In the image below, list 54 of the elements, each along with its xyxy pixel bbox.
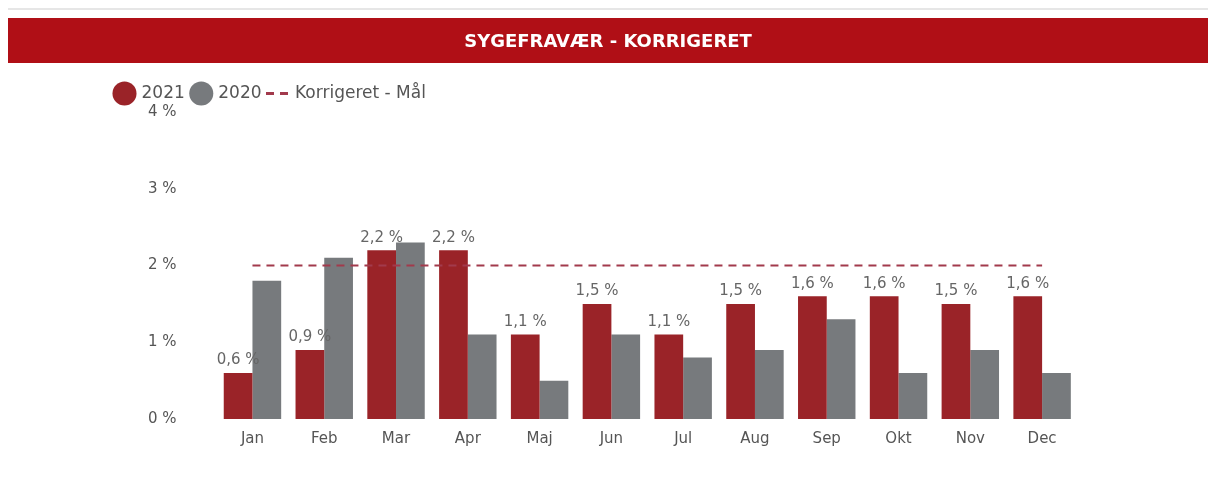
chart-title: SYGEFRAVÆR - KORRIGERET <box>8 18 1208 63</box>
bar <box>754 349 784 419</box>
x-tick-label: Mar <box>381 428 412 447</box>
bar <box>826 319 856 419</box>
x-tick-label: Feb <box>310 428 338 447</box>
data-label: 2,2 % <box>360 227 404 246</box>
data-label: 1,5 % <box>575 281 619 300</box>
x-tick-label: Jul <box>673 428 693 447</box>
bar <box>1013 296 1043 419</box>
data-label: 1,6 % <box>790 273 834 292</box>
legend-label: Korrigeret - Mål <box>295 81 426 102</box>
data-label: 1,5 % <box>934 281 978 300</box>
y-tick-label: 0 % <box>147 408 177 427</box>
data-label: 2,2 % <box>432 227 475 246</box>
bar <box>726 303 755 419</box>
bar <box>439 250 468 419</box>
bar <box>683 357 712 419</box>
bar <box>582 303 612 419</box>
bar <box>941 303 971 419</box>
bar <box>539 380 569 419</box>
x-tick-label: Jun <box>598 428 624 447</box>
x-tick-label: Dec <box>1027 428 1057 447</box>
bar <box>611 334 641 419</box>
bar <box>223 372 253 419</box>
bar <box>367 250 397 419</box>
x-tick-label: Apr <box>454 428 482 447</box>
bar <box>1042 372 1071 419</box>
data-label: 0,6 % <box>216 350 260 369</box>
legend-label: 2021 <box>141 81 185 102</box>
y-tick-label: 2 % <box>147 255 177 274</box>
data-label: 1,1 % <box>647 311 691 330</box>
x-tick-label: Jan <box>239 428 265 447</box>
data-label: 1,6 % <box>1006 273 1050 292</box>
y-tick-label: 1 % <box>147 332 177 351</box>
bar <box>467 334 497 419</box>
bar <box>898 372 928 419</box>
bar <box>869 296 899 419</box>
y-tick-label: 3 % <box>147 178 177 197</box>
x-tick-label: Maj <box>526 428 553 447</box>
legend-label: 2020 <box>218 81 262 102</box>
bar <box>510 334 540 419</box>
data-label: 1,6 % <box>862 273 906 292</box>
x-tick-label: Sep <box>812 428 841 447</box>
bar <box>654 334 684 419</box>
x-tick-label: Nov <box>955 428 986 447</box>
bar <box>970 349 1000 419</box>
bar <box>396 242 425 419</box>
y-tick-label: 4 % <box>147 101 177 120</box>
data-label: 1,1 % <box>503 311 547 330</box>
bar <box>295 349 325 419</box>
bar <box>798 296 827 419</box>
data-label: 1,5 % <box>719 281 763 300</box>
x-tick-label: Aug <box>740 428 770 447</box>
x-tick-label: Okt <box>885 428 912 447</box>
